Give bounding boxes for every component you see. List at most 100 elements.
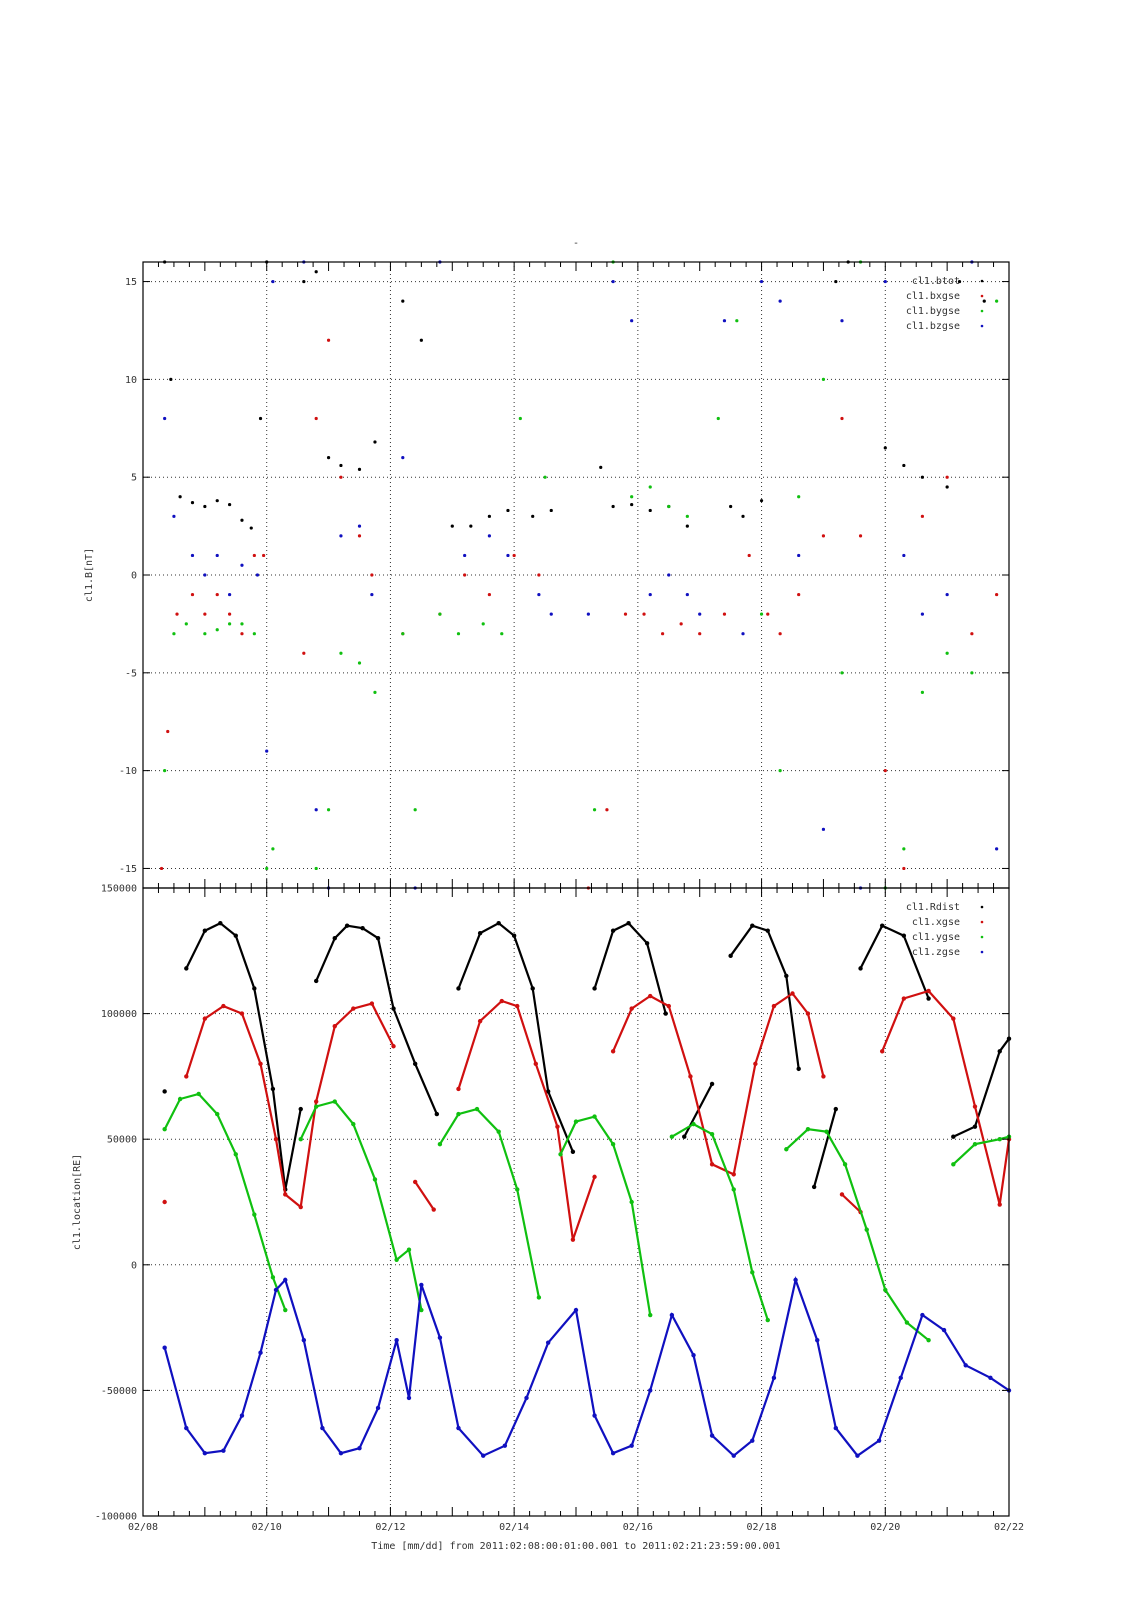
data-point xyxy=(487,534,491,538)
data-point xyxy=(419,338,423,342)
data-point xyxy=(463,553,467,558)
data-point xyxy=(215,499,219,503)
data-point xyxy=(215,628,219,632)
data-point xyxy=(262,553,266,558)
data-point xyxy=(945,592,949,597)
data-point xyxy=(203,612,207,616)
data-point xyxy=(162,1089,167,1094)
data-point xyxy=(258,416,263,421)
data-point xyxy=(252,553,256,558)
data-point xyxy=(370,592,374,597)
data-point xyxy=(821,534,826,538)
legend-label: cl1.bxgse xyxy=(906,291,960,302)
legend-marker xyxy=(980,279,984,283)
series-cl1-btot xyxy=(163,260,986,530)
data-point xyxy=(190,553,195,558)
data-point xyxy=(255,573,260,577)
panel1-ytick-label: 15 xyxy=(125,277,137,288)
data-point xyxy=(184,622,188,626)
panel2-legend: cl1.Rdist cl1.xgse cl1.ygse cl1.zgse xyxy=(906,902,984,958)
legend-label: cl1.ygse xyxy=(912,932,960,943)
data-point xyxy=(797,495,801,499)
data-point xyxy=(228,592,232,597)
legend-marker xyxy=(980,935,984,939)
data-point xyxy=(957,279,962,284)
data-point xyxy=(630,495,634,499)
data-point xyxy=(716,416,720,421)
data-point xyxy=(487,514,491,518)
x-axis-label: Time [mm/dd] from 2011:02:08:00:01:00.00… xyxy=(371,1541,780,1552)
data-point xyxy=(945,475,949,479)
xtick-label: 02/12 xyxy=(375,1522,405,1533)
data-point xyxy=(778,769,782,773)
panel-magnetic-field: -15 -10 -5 0 5 10 15 cl1.B[nT] cl1.btot cl1.bxg… xyxy=(84,260,1010,890)
data-point xyxy=(450,524,454,528)
data-point xyxy=(920,690,925,694)
series-cl1-zgse xyxy=(162,1275,1012,1458)
data-point xyxy=(729,504,733,509)
data-point xyxy=(456,632,461,636)
data-point xyxy=(821,377,826,381)
legend-marker xyxy=(980,950,984,954)
data-point xyxy=(159,866,164,871)
panel1-ytick-label: 0 xyxy=(131,571,137,582)
xtick-label: 02/10 xyxy=(252,1522,282,1533)
data-point xyxy=(920,514,925,518)
data-point xyxy=(741,632,745,636)
panel2-yticks: -100000 -50000 0 50000 100000 150000 xyxy=(95,884,1010,1523)
panel1-ytick-label: 10 xyxy=(125,375,137,386)
legend-label: cl1.Rdist xyxy=(906,902,960,913)
xtick-label: 02/14 xyxy=(499,1522,529,1533)
panel1-ytick-label: 5 xyxy=(131,473,137,484)
panel2-ytick-label: 50000 xyxy=(107,1135,137,1146)
data-point xyxy=(265,866,269,871)
data-point xyxy=(438,612,442,616)
data-point xyxy=(339,534,343,538)
legend-marker xyxy=(980,324,984,328)
data-point xyxy=(487,592,491,597)
data-point xyxy=(302,279,306,284)
data-point xyxy=(537,573,541,577)
panel1-ytick-label: -10 xyxy=(119,766,137,777)
data-point xyxy=(648,485,652,489)
data-point xyxy=(265,749,269,753)
xtick-label: 02/08 xyxy=(128,1522,158,1533)
data-point xyxy=(945,485,949,489)
data-point xyxy=(661,632,665,636)
data-point xyxy=(215,592,219,597)
series-line xyxy=(163,1092,1010,1342)
data-point xyxy=(506,508,510,513)
panel2-ytick-label: 100000 xyxy=(101,1009,137,1020)
data-point xyxy=(648,508,652,513)
data-point xyxy=(518,416,522,421)
data-point xyxy=(203,573,207,577)
data-point xyxy=(605,808,609,812)
data-point xyxy=(271,847,275,851)
panel2-ytick-label: -50000 xyxy=(101,1386,137,1397)
data-point xyxy=(271,279,275,284)
data-point xyxy=(995,592,999,597)
data-point xyxy=(586,612,590,616)
data-point xyxy=(679,622,683,626)
data-point xyxy=(945,651,949,655)
data-point xyxy=(357,661,362,665)
data-point xyxy=(778,299,782,303)
data-point xyxy=(339,475,343,479)
data-point xyxy=(920,612,925,616)
xtick-label: 02/22 xyxy=(994,1522,1024,1533)
legend-label: cl1.bygse xyxy=(906,306,960,317)
data-point xyxy=(883,769,887,773)
data-point xyxy=(667,573,671,577)
panel2-frame xyxy=(142,887,1010,1517)
data-point xyxy=(215,553,219,558)
data-point xyxy=(902,553,906,558)
data-point xyxy=(920,475,925,479)
data-point xyxy=(902,866,906,871)
data-point xyxy=(537,592,541,597)
data-point xyxy=(747,553,751,558)
data-point xyxy=(599,465,603,470)
data-point xyxy=(190,592,195,597)
data-point xyxy=(759,612,764,616)
panel1-grid xyxy=(143,262,1009,888)
